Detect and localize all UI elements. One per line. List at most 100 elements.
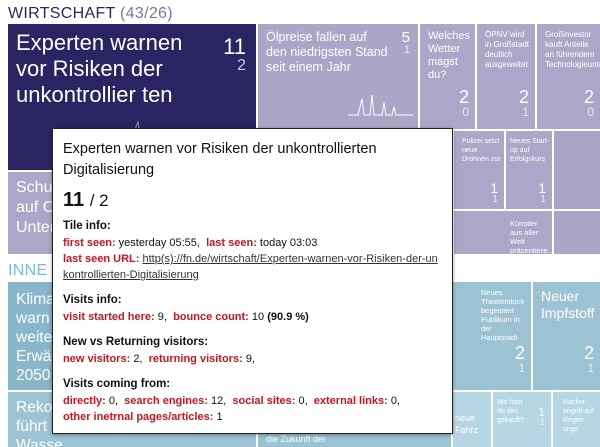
tile-count-sub: 2 [237, 57, 246, 74]
first-seen-value: yesterday 05:55, [118, 237, 200, 249]
tile-counts: 11 2 [223, 36, 246, 74]
tile-title: neue Fahrz [455, 413, 479, 435]
last-url-label: last seen URL: [63, 253, 140, 265]
search-engines-label: search engines: [124, 395, 208, 407]
tile-count-main: 2 [458, 87, 469, 107]
returning-visitors-label: returning visitors: [148, 353, 243, 365]
tile-count-sub: 0 [462, 105, 469, 119]
section-title-wirtschaft: WIRTSCHAFT (43/26) [8, 5, 173, 23]
tile-title: Polizei setzt neue Drohnen zur [462, 138, 501, 163]
tile-neue-fahrz[interactable]: neue Fahrz [453, 392, 493, 447]
tile-count-sub: 1 [518, 361, 525, 375]
visit-started-label: visit started here: [63, 311, 155, 323]
external-links-label: external links: [313, 395, 388, 407]
bounce-pct: (90.9 %) [267, 311, 309, 323]
directly-value: 0, [108, 395, 119, 407]
popup-count-total: / 2 [89, 191, 109, 210]
other-pages-value: 1 [216, 411, 223, 423]
tile-count-main: 1 [538, 180, 546, 196]
tile-title: Reko führt Wasse [16, 399, 63, 447]
last-url-link[interactable]: http(s)://fn.de/wirtschaft/Experten-warn… [63, 253, 438, 281]
returning-visitors-value: 9, [245, 353, 255, 365]
tile-count-sub: 1 [522, 105, 529, 119]
tile-oelpreise[interactable]: Ölpreise fallen auf den niedrigsten Stan… [258, 24, 420, 131]
tile-counts: 1 1 [538, 181, 546, 205]
tile-kuenstler[interactable]: Künstler aus aller Welt präsentiere... [454, 211, 554, 256]
tile-title: Neues Theaterstück begeistert Publikum i… [481, 288, 525, 342]
tile-count-sub: 1 [587, 361, 594, 375]
tile-hacker[interactable]: Hacker angriff auf Regier ungs [553, 392, 600, 447]
coming-from-header: Visits coming from: [63, 378, 171, 390]
last-seen-label: last seen: [206, 237, 257, 249]
tile-counts: 1 1 [538, 406, 545, 427]
tile-theater[interactable]: Neues Theaterstück begeistert Publikum i… [453, 282, 533, 392]
directly-label: directly: [63, 395, 106, 407]
tile-count-main: 1 [490, 180, 498, 196]
tile-title: Neues Start-up auf Erfolgskurs [510, 138, 550, 163]
tile-title: ÖPNV wird in Großstadt deutlich ausgewei… [485, 30, 530, 69]
tile-count-sub: 1 [539, 417, 545, 427]
tile-impfstoff[interactable]: Neuer Impfstoff 2 1 [533, 282, 600, 392]
visits-info-header: Visits info: [63, 294, 122, 306]
social-sites-value: 0, [298, 395, 308, 407]
tile-extra-1[interactable] [554, 131, 600, 211]
tile-info-popup: Experten warnen vor Risiken der unkontro… [52, 128, 453, 434]
tile-count-sub: 1 [540, 194, 546, 205]
tile-counts: 2 1 [519, 88, 529, 118]
tile-polizei[interactable]: Polizei setzt neue Drohnen zur 1 1 [454, 131, 506, 211]
sparkline-icon [348, 94, 413, 116]
tile-title: Experten warnen vor Risiken der unkontro… [16, 30, 183, 107]
tile-extra-2[interactable] [554, 211, 600, 256]
other-pages-line: other inetrnal pages/articles: 1 [63, 409, 442, 425]
tile-count-main: 2 [583, 343, 594, 363]
tile-counts: 2 0 [584, 88, 594, 118]
new-returning-header: New vs Returning visitors: [63, 336, 209, 348]
external-links-value: 0, [390, 395, 401, 407]
tile-count-main: 1 [538, 405, 545, 419]
tile-info-header: Tile info: [63, 220, 111, 232]
tile-title: Klima warn weite Erwä 2050 [16, 291, 55, 384]
tile-count-main: 2 [518, 87, 529, 107]
popup-count-main: 11 [63, 189, 85, 211]
popup-title: Experten warnen vor Risiken der unkontro… [63, 141, 377, 178]
tile-title: die Zukunft der [266, 434, 327, 444]
other-pages-label: other inetrnal pages/articles: [63, 411, 214, 423]
seen-line: first seen: yesterday 05:55, last seen: … [63, 235, 442, 251]
new-visitors-value: 2, [133, 353, 143, 365]
tile-opnv[interactable]: ÖPNV wird in Großstadt deutlich ausgewei… [477, 24, 537, 131]
tile-count-sub: 1 [403, 44, 410, 56]
section-name: WIRTSCHAFT [8, 5, 116, 22]
tile-title: Großinvestor kauft Anteile an führendem … [545, 30, 600, 69]
tile-count-main: 2 [583, 87, 594, 107]
tile-count-sub: 1 [492, 194, 498, 205]
section-name: INNE [8, 262, 48, 279]
visit-started-value: 9, [157, 311, 167, 323]
section-counts: (43/26) [120, 5, 173, 22]
tile-woh[interactable]: Wo hast du das gekauft? 1 1 [493, 392, 553, 447]
tile-title: Welches Wetter magst du? [428, 30, 470, 81]
tile-title: Hacker angriff auf Regier ungs [563, 399, 595, 433]
tile-counts: 5 1 [402, 30, 410, 56]
new-returning-line: new visitors: 2, returning visitors: 9, [63, 351, 442, 367]
new-visitors-label: new visitors: [63, 353, 131, 365]
bounce-count-value: 10 [251, 311, 265, 323]
tile-startup[interactable]: Neues Start-up auf Erfolgskurs 1 1 [506, 131, 554, 211]
tile-counts: 1 1 [490, 181, 498, 205]
popup-count: 11 / 2 [63, 189, 442, 212]
search-engines-value: 12, [211, 395, 227, 407]
tile-count-main: 5 [401, 29, 410, 46]
tile-counts: 2 0 [459, 88, 469, 118]
tile-title: Schu auf O Unter [16, 179, 56, 236]
tile-counts: 2 1 [515, 344, 525, 374]
url-line: last seen URL: http(s)://fn.de/wirtschaf… [63, 251, 442, 283]
tile-count-main: 2 [514, 343, 525, 363]
coming-from-line: directly: 0, search engines: 12, social … [63, 393, 442, 409]
section-title-inner: INNE [8, 262, 47, 280]
tile-title: Wo hast du das gekauft? [497, 399, 524, 424]
tile-wetter[interactable]: Welches Wetter magst du? 2 0 [420, 24, 477, 131]
tile-grossinvestor[interactable]: Großinvestor kauft Anteile an führendem … [537, 24, 600, 131]
tile-counts: 2 1 [584, 344, 594, 374]
tile-title: Neuer Impfstoff [541, 288, 595, 321]
tile-title: Künstler aus aller Welt präsentiere... [510, 219, 554, 255]
first-seen-label: first seen: [63, 237, 116, 249]
